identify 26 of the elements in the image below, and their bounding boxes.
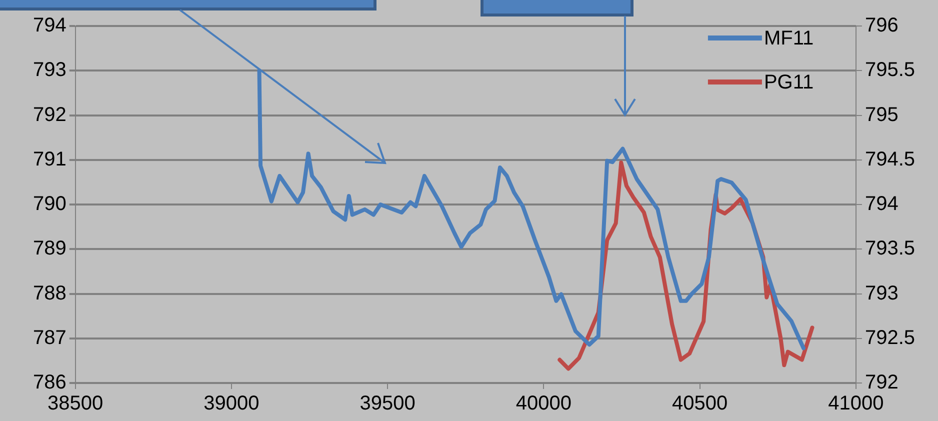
y-tick-label: 788	[32, 282, 66, 304]
x-tick-label: 40500	[672, 392, 728, 415]
y2-tick-label: 795	[864, 104, 898, 126]
x-tick-label: 39000	[204, 392, 260, 415]
y-tick-label: 787	[32, 326, 66, 349]
y-tick-label: 792	[32, 104, 66, 126]
y-tick-label: 791	[32, 148, 66, 170]
y-tick-label: 793	[32, 59, 66, 82]
y-tick-label: 790	[32, 193, 66, 216]
legend-label: MF11	[764, 28, 814, 50]
x-tick-label: 38500	[48, 392, 104, 415]
y2-tick-label: 794.5	[864, 148, 916, 170]
y2-tick-label: 792	[864, 372, 898, 394]
x-tick-label: 39500	[360, 392, 416, 415]
y2-tick-label: 793	[864, 282, 898, 304]
y-tick-label: 794	[32, 14, 66, 37]
y2-tick-label: 795.5	[864, 59, 916, 82]
y2-tick-label: 796	[864, 14, 898, 37]
y-tick-label: 786	[32, 372, 66, 394]
y2-tick-label: 792.5	[864, 326, 916, 349]
x-tick-label: 40000	[516, 392, 572, 415]
y-tick-label: 789	[32, 238, 66, 260]
y2-tick-label: 793.5	[864, 238, 916, 260]
y2-tick-label: 794	[864, 193, 898, 216]
legend-label: PG11	[764, 72, 814, 94]
x-tick-label: 41000	[828, 392, 884, 415]
